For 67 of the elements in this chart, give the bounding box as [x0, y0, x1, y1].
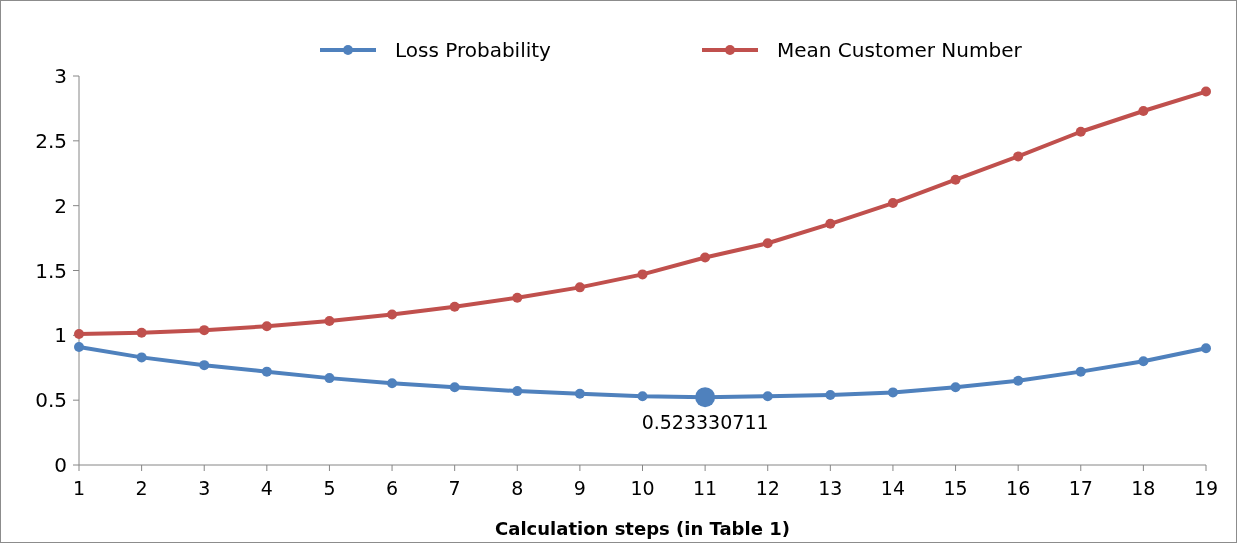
y-tick-label: 3 — [54, 64, 67, 88]
x-tick-label: 14 — [880, 477, 906, 499]
x-tick-label: 1 — [72, 477, 86, 499]
point — [1201, 343, 1211, 354]
point — [700, 252, 711, 263]
point — [950, 174, 961, 185]
annotation: 0.523330711 — [641, 411, 769, 434]
point — [1201, 86, 1211, 97]
point — [199, 325, 210, 336]
y-tick-label: 2.5 — [35, 128, 67, 153]
point — [199, 360, 210, 371]
point — [387, 378, 398, 389]
x-tick-label: 8 — [511, 477, 524, 499]
x-tick-label: 13 — [818, 477, 843, 499]
point — [449, 382, 460, 393]
point — [762, 238, 773, 249]
point — [449, 301, 460, 312]
x-tick-label: 9 — [573, 477, 586, 499]
point — [261, 366, 272, 377]
point — [512, 386, 523, 397]
point — [1013, 375, 1024, 386]
point — [637, 269, 648, 280]
point — [136, 352, 147, 363]
point — [1075, 126, 1086, 137]
point — [74, 342, 84, 352]
y-tick-label: 0.5 — [35, 388, 67, 413]
y-tick-label: 1.5 — [35, 258, 67, 283]
x-tick-label: 6 — [386, 477, 399, 499]
point — [762, 391, 773, 402]
y-tick-label: 1 — [54, 323, 67, 348]
y-tick-label: 0 — [54, 453, 67, 477]
x-tick-label: 3 — [198, 477, 211, 499]
point — [825, 389, 836, 400]
point — [1138, 106, 1149, 117]
x-tick-label: 16 — [1006, 477, 1031, 499]
point — [261, 321, 272, 332]
point — [574, 388, 585, 399]
x-tick-label: 10 — [630, 477, 655, 499]
x-tick-label: 12 — [755, 477, 780, 499]
x-tick-label: 11 — [693, 477, 718, 499]
point — [887, 198, 898, 209]
x-tick-label: 15 — [943, 477, 968, 499]
point — [950, 382, 961, 393]
point — [887, 387, 898, 398]
point — [574, 282, 585, 293]
point — [1138, 356, 1149, 367]
point — [637, 391, 648, 402]
point — [74, 329, 84, 340]
legend-label: Loss Probability — [395, 38, 552, 62]
legend-label: Mean Customer Number — [777, 38, 1023, 62]
x-tick-label: 7 — [448, 477, 461, 499]
point — [825, 218, 836, 229]
x-tick-label: 2 — [135, 477, 148, 499]
x-tick-label: 18 — [1131, 477, 1156, 499]
x-tick-label: 19 — [1193, 477, 1219, 499]
point — [136, 327, 147, 338]
point — [1075, 366, 1086, 377]
point — [387, 309, 398, 320]
x-axis-title: Calculation steps (in Table 1) — [495, 518, 790, 539]
x-tick-label: 17 — [1068, 477, 1093, 499]
point — [324, 373, 335, 384]
point — [512, 292, 523, 303]
point — [324, 316, 335, 327]
y-tick-label: 2 — [54, 193, 67, 218]
x-tick-label: 5 — [323, 477, 336, 499]
point — [1013, 151, 1024, 162]
x-tick-label: 4 — [260, 477, 273, 499]
